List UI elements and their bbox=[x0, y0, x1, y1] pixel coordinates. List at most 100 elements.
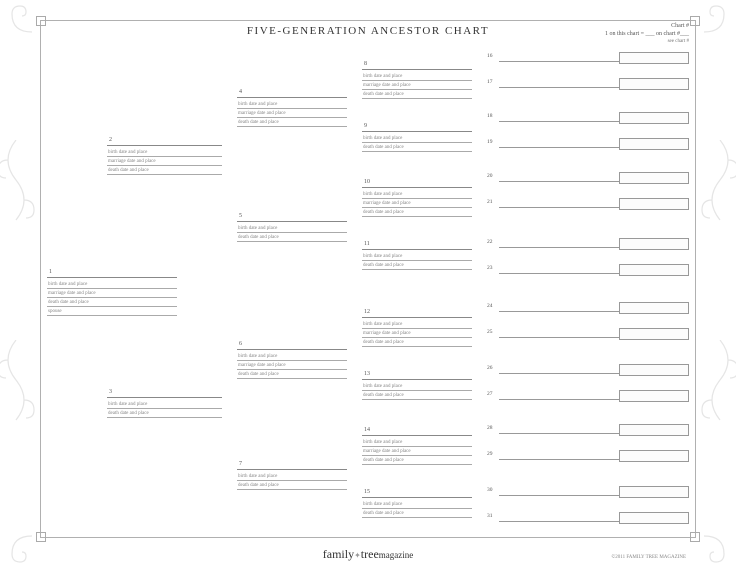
field-birth: birth date and place bbox=[362, 321, 472, 329]
ancestor-31-box bbox=[619, 512, 689, 524]
name-line bbox=[237, 97, 347, 98]
name-line bbox=[107, 145, 222, 146]
brand-sep: ✦ bbox=[354, 551, 361, 560]
ancestor-num-23: 23 bbox=[487, 265, 493, 271]
ancestor-3: 3birth date and placedeath date and plac… bbox=[107, 397, 222, 419]
corner-br bbox=[690, 532, 700, 542]
field-birth: birth date and place bbox=[237, 353, 347, 361]
ancestor-27-box bbox=[619, 390, 689, 402]
field-death: death date and place bbox=[362, 392, 472, 400]
ancestor-19-line bbox=[499, 147, 619, 148]
field-birth: birth date and place bbox=[107, 149, 222, 157]
ancestor-27-line bbox=[499, 399, 619, 400]
field-birth: birth date and place bbox=[237, 101, 347, 109]
field-marriage: marriage date and place bbox=[237, 110, 347, 118]
ancestor-23-box bbox=[619, 264, 689, 276]
ancestor-num-4: 4 bbox=[239, 89, 242, 95]
ancestor-num-15: 15 bbox=[364, 489, 370, 495]
field-birth: birth date and place bbox=[362, 73, 472, 81]
name-line bbox=[107, 397, 222, 398]
ancestor-26-box bbox=[619, 364, 689, 376]
field-marriage: marriage date and place bbox=[47, 290, 177, 298]
ancestor-num-1: 1 bbox=[49, 269, 52, 275]
field-birth: birth date and place bbox=[362, 191, 472, 199]
ancestor-21-box bbox=[619, 198, 689, 210]
field-death: death date and place bbox=[362, 262, 472, 270]
ancestor-25-line bbox=[499, 337, 619, 338]
name-line bbox=[362, 497, 472, 498]
field-death: death date and place bbox=[362, 339, 472, 347]
field-birth: birth date and place bbox=[237, 473, 347, 481]
ancestor-18-line bbox=[499, 121, 619, 122]
field-death: death date and place bbox=[47, 299, 177, 307]
ancestor-24-box bbox=[619, 302, 689, 314]
ancestor-7: 7birth date and placedeath date and plac… bbox=[237, 469, 347, 491]
name-line bbox=[237, 349, 347, 350]
ancestor-num-8: 8 bbox=[364, 61, 367, 67]
ancestor-29-line bbox=[499, 459, 619, 460]
ancestor-num-3: 3 bbox=[109, 389, 112, 395]
ancestor-num-18: 18 bbox=[487, 113, 493, 119]
ancestor-4: 4birth date and placemarriage date and p… bbox=[237, 97, 347, 128]
ancestor-10: 10birth date and placemarriage date and … bbox=[362, 187, 472, 218]
chart-frame: FIVE-GENERATION ANCESTOR CHART Chart # 1… bbox=[40, 20, 696, 538]
chart-number-block: Chart # 1 on this chart = ___ on chart #… bbox=[605, 23, 689, 39]
field-birth: birth date and place bbox=[47, 281, 177, 289]
ornament-top-right bbox=[698, 2, 734, 38]
ancestor-17-line bbox=[499, 87, 619, 88]
field-death: death date and place bbox=[362, 510, 472, 518]
ancestor-23-line bbox=[499, 273, 619, 274]
ancestor-18-box bbox=[619, 112, 689, 124]
ancestor-16-line bbox=[499, 61, 619, 62]
name-line bbox=[362, 317, 472, 318]
ancestor-25-box bbox=[619, 328, 689, 340]
ancestor-12: 12birth date and placemarriage date and … bbox=[362, 317, 472, 348]
field-birth: birth date and place bbox=[107, 401, 222, 409]
ancestor-tree: 1birth date and placemarriage date and p… bbox=[47, 49, 689, 531]
corner-bl bbox=[36, 532, 46, 542]
ancestor-num-6: 6 bbox=[239, 341, 242, 347]
ancestor-num-26: 26 bbox=[487, 365, 493, 371]
ancestor-num-19: 19 bbox=[487, 139, 493, 145]
ancestor-num-22: 22 bbox=[487, 239, 493, 245]
ornament-left-2 bbox=[0, 340, 38, 430]
ancestor-num-11: 11 bbox=[364, 241, 370, 247]
field-birth: birth date and place bbox=[362, 383, 472, 391]
field-death: death date and place bbox=[237, 119, 347, 127]
field-birth: birth date and place bbox=[362, 501, 472, 509]
name-line bbox=[362, 69, 472, 70]
ancestor-24-line bbox=[499, 311, 619, 312]
ancestor-2: 2birth date and placemarriage date and p… bbox=[107, 145, 222, 176]
brand-c: magazine bbox=[379, 550, 413, 560]
field-marriage: marriage date and place bbox=[107, 158, 222, 166]
ancestor-19-box bbox=[619, 138, 689, 150]
ancestor-9: 9birth date and placedeath date and plac… bbox=[362, 131, 472, 153]
ancestor-26-line bbox=[499, 373, 619, 374]
ancestor-8: 8birth date and placemarriage date and p… bbox=[362, 69, 472, 100]
field-death: death date and place bbox=[107, 167, 222, 175]
ancestor-num-27: 27 bbox=[487, 391, 493, 397]
name-line bbox=[362, 187, 472, 188]
ancestor-num-14: 14 bbox=[364, 427, 370, 433]
field-birth: birth date and place bbox=[237, 225, 347, 233]
ancestor-17-box bbox=[619, 78, 689, 90]
field-marriage: marriage date and place bbox=[362, 330, 472, 338]
ancestor-31-line bbox=[499, 521, 619, 522]
ancestor-num-28: 28 bbox=[487, 425, 493, 431]
ancestor-num-29: 29 bbox=[487, 451, 493, 457]
field-death: death date and place bbox=[362, 144, 472, 152]
ancestor-28-box bbox=[619, 424, 689, 436]
ancestor-29-box bbox=[619, 450, 689, 462]
ancestor-num-30: 30 bbox=[487, 487, 493, 493]
ornament-top-left bbox=[2, 2, 38, 38]
field-death: death date and place bbox=[237, 234, 347, 242]
field-birth: birth date and place bbox=[362, 439, 472, 447]
ancestor-6: 6birth date and placemarriage date and p… bbox=[237, 349, 347, 380]
ancestor-num-9: 9 bbox=[364, 123, 367, 129]
ancestor-11: 11birth date and placedeath date and pla… bbox=[362, 249, 472, 271]
ancestor-28-line bbox=[499, 433, 619, 434]
name-line bbox=[362, 131, 472, 132]
ancestor-15: 15birth date and placedeath date and pla… bbox=[362, 497, 472, 519]
ornament-right-1 bbox=[698, 140, 736, 230]
field-marriage: marriage date and place bbox=[362, 82, 472, 90]
